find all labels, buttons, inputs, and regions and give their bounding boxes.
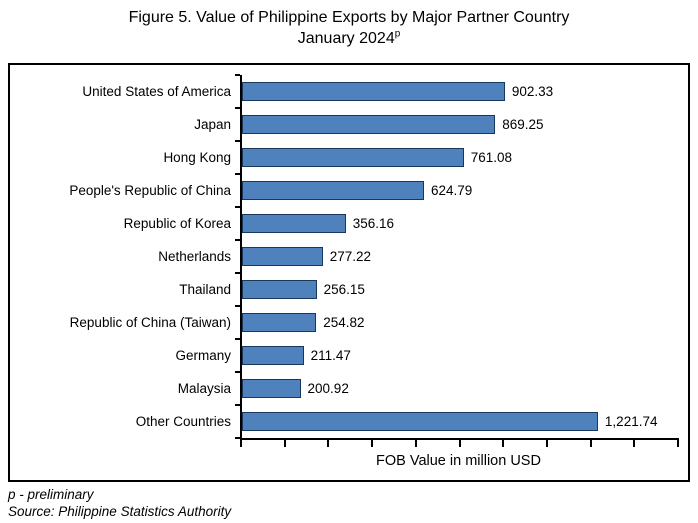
x-axis-title: FOB Value in million USD [376, 453, 541, 469]
value-label: 761.08 [470, 150, 513, 165]
bar [242, 214, 346, 233]
bar-zone: 1,221.74 [235, 404, 679, 439]
x-axis-tick [371, 440, 374, 447]
bar-row: Thailand 256.15 [10, 272, 688, 306]
footnote-preliminary: p - preliminary [8, 487, 94, 502]
bar [242, 181, 425, 200]
x-axis-tick [633, 440, 636, 447]
chart-title-line2: January 2024 [297, 30, 395, 47]
category-axis-tick [235, 437, 240, 439]
bar [242, 280, 317, 299]
plot-area: United States of America 902.33 Japan 869.2… [10, 74, 688, 439]
category-axis-tick [235, 272, 240, 274]
bar-zone: 254.82 [235, 305, 679, 339]
value-label: 254.82 [323, 315, 365, 330]
bar-zone: 624.79 [235, 173, 679, 207]
bar-row: Other Countries 1,221.74 [10, 404, 688, 439]
value-label: 869.25 [502, 117, 544, 132]
bar-row: Netherlands 277.22 [10, 239, 688, 273]
bar-zone: 256.15 [235, 272, 679, 306]
bar [242, 412, 598, 431]
bar-zone: 869.25 [235, 107, 679, 141]
category-axis-tick [235, 140, 240, 142]
bar [242, 346, 304, 365]
category-label: Republic of Korea [123, 216, 231, 231]
category-label: Germany [175, 348, 231, 363]
x-axis-tick [502, 440, 505, 447]
x-axis-tick [589, 440, 592, 447]
value-label: 902.33 [511, 84, 554, 99]
bar [242, 82, 505, 101]
bar-row: Republic of China (Taiwan) 254.82 [10, 305, 688, 339]
chart-title-line1: Figure 5. Value of Philippine Exports by… [128, 9, 570, 26]
bar-row: United States of America 902.33 [10, 74, 688, 108]
value-label: 277.22 [329, 249, 372, 264]
bar-zone: 277.22 [235, 239, 679, 273]
bar-zone: 902.33 [235, 74, 679, 108]
x-axis-tick [545, 440, 548, 447]
category-axis-tick [235, 338, 240, 340]
bar [242, 247, 323, 266]
category-label: Malaysia [177, 381, 231, 396]
value-label: 1,221.74 [604, 414, 658, 429]
bar-zone: 356.16 [235, 206, 679, 240]
category-label: Republic of China (Taiwan) [69, 315, 231, 330]
bar-zone: 200.92 [235, 371, 679, 405]
chart-frame: United States of America 902.33 Japan 869.2… [8, 63, 690, 482]
bar-row: Germany 211.47 [10, 338, 688, 372]
value-label: 356.16 [352, 216, 395, 231]
category-axis-tick [235, 239, 240, 241]
x-axis-tick [677, 440, 679, 447]
category-label: Japan [194, 117, 231, 132]
value-label: 200.92 [307, 381, 349, 396]
bar [242, 148, 464, 167]
bar [242, 313, 317, 332]
bar-row: Japan 869.25 [10, 107, 688, 141]
category-label: Netherlands [158, 249, 231, 264]
category-label: United States of America [82, 84, 231, 99]
footnote-source: Source: Philippine Statistics Authority [8, 504, 232, 519]
x-axis-line [240, 438, 679, 447]
bar [242, 115, 496, 134]
bar-row: Hong Kong 761.08 [10, 140, 688, 174]
category-axis-tick [235, 206, 240, 208]
bar-row: Malaysia 200.92 [10, 371, 688, 405]
value-label: 256.15 [323, 282, 365, 297]
x-axis-tick [414, 440, 417, 447]
footnotes: p - preliminary Source: Philippine Stati… [8, 486, 231, 520]
x-axis-tick [240, 440, 242, 447]
category-axis-tick [235, 74, 240, 76]
preliminary-superscript: p [394, 28, 401, 40]
bar-row: People's Republic of China 624.79 [10, 173, 688, 207]
bar [242, 379, 301, 398]
category-axis-tick [235, 107, 240, 109]
category-axis-tick [235, 305, 240, 307]
category-axis-tick [235, 404, 240, 406]
category-label: Other Countries [135, 414, 231, 429]
x-axis-tick [458, 440, 461, 447]
category-label: Thailand [179, 282, 231, 297]
bar-zone: 211.47 [235, 338, 679, 372]
chart-title: Figure 5. Value of Philippine Exports by… [0, 7, 698, 49]
bar-zone: 761.08 [235, 140, 679, 174]
x-axis-tick [327, 440, 330, 447]
category-label: Hong Kong [163, 150, 231, 165]
value-label: 624.79 [431, 183, 473, 198]
value-label: 211.47 [310, 348, 351, 363]
x-axis-tick [283, 440, 286, 447]
category-axis-tick [235, 173, 240, 175]
category-label: People's Republic of China [69, 183, 231, 198]
category-axis-tick [235, 371, 240, 373]
bar-row: Republic of Korea 356.16 [10, 206, 688, 240]
